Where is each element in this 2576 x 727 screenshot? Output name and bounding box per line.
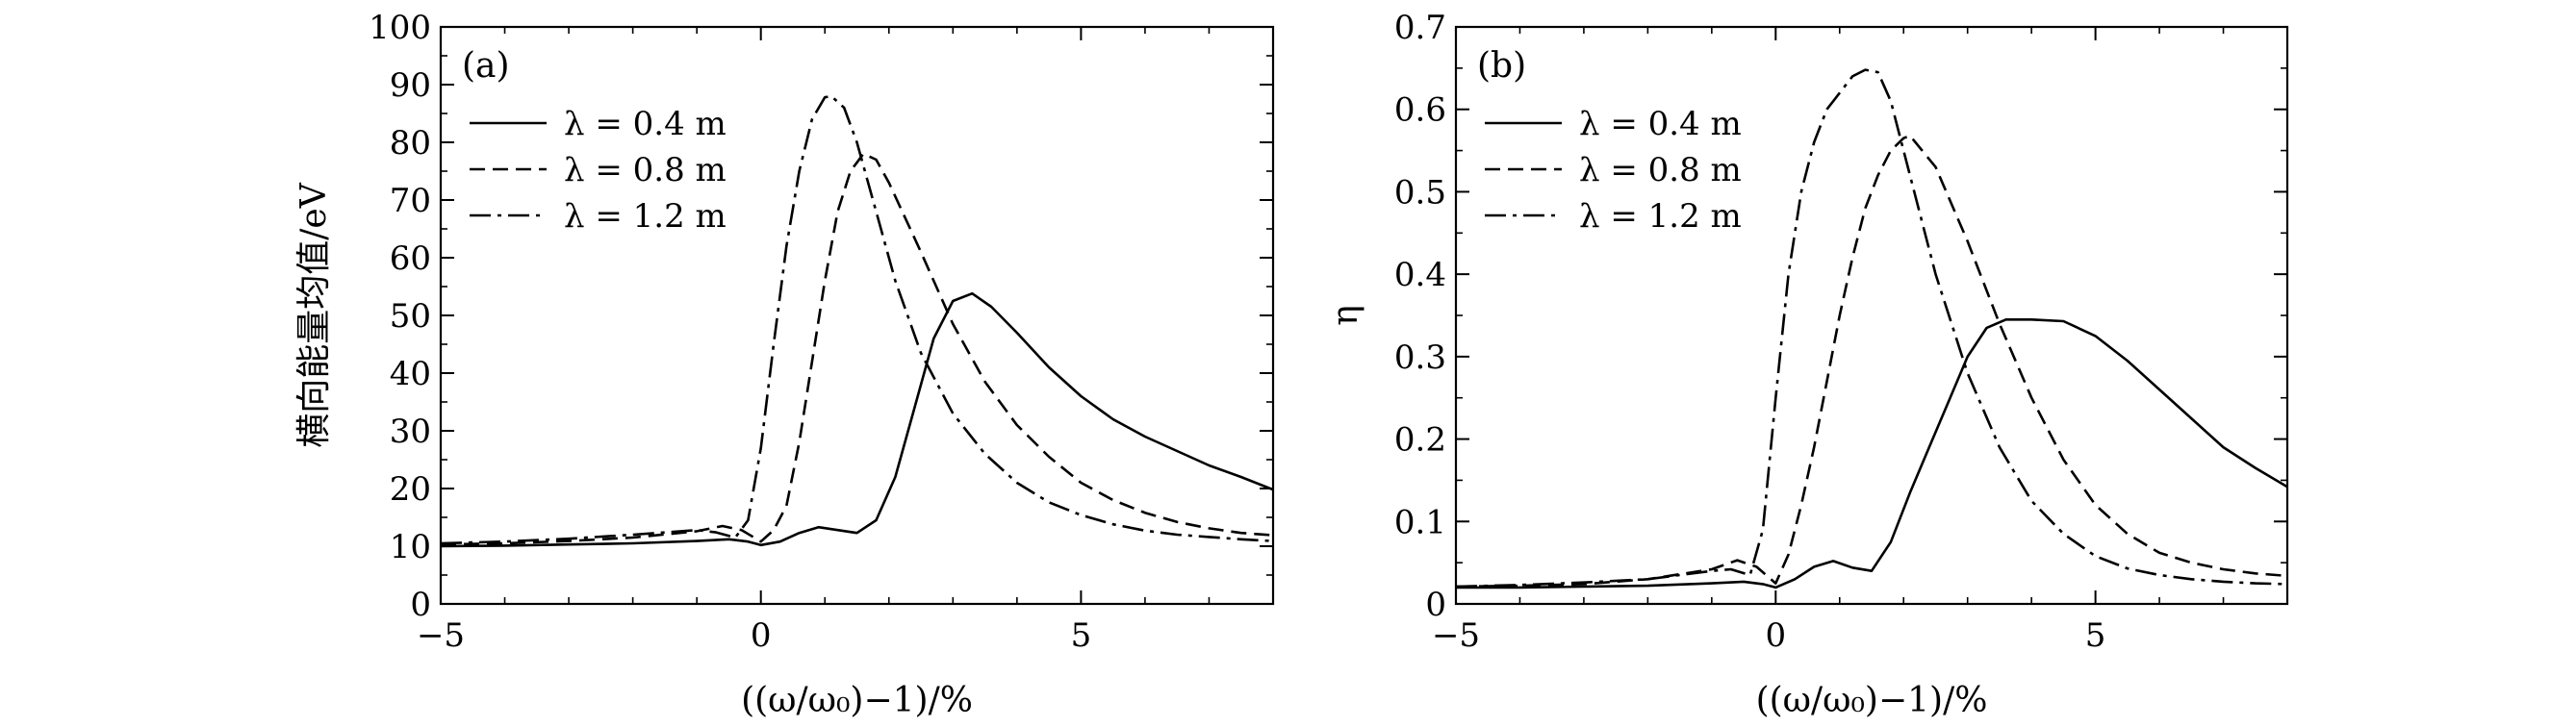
x-axis-label: ((ω/ω₀)−1)/% [741,681,973,720]
x-axis-label: ((ω/ω₀)−1)/% [1756,681,1988,720]
legend-entry-3: λ = 1.2 m [1579,197,1742,236]
y-tick-label: 40 [390,355,431,393]
y-tick-label: 100 [369,9,431,47]
series-line-1 [441,291,1273,548]
y-tick-label: 50 [390,297,431,336]
series-line-3 [441,94,1273,545]
y-tick-label: 60 [390,239,431,278]
y-tick-label: 0.7 [1394,9,1446,47]
x-tick-label: 5 [1071,616,1092,655]
y-tick-label: 0 [410,586,431,624]
panel-b: −5 0 500.10.20.30.40.50.60.7((ω/ω₀)−1)/%η(… [1326,9,2289,720]
x-tick-label: 5 [2085,616,2106,655]
legend-entry-2: λ = 0.8 m [564,151,727,189]
y-tick-label: 0.2 [1394,421,1446,460]
x-tick-label: 0 [751,616,772,655]
series-line-3 [1456,68,2287,589]
y-tick-label: 0.1 [1394,503,1446,541]
legend-entry-1: λ = 0.4 m [1579,105,1742,143]
panel-label: (b) [1477,46,1526,86]
y-tick-label: 0.5 [1394,173,1446,212]
y-tick-label: 30 [390,413,431,451]
y-tick-label: 70 [390,182,431,220]
legend-entry-3: λ = 1.2 m [564,197,727,236]
y-tick-label: 80 [390,124,431,163]
y-tick-label: 20 [390,470,431,509]
y-tick-label: 0.6 [1394,91,1446,130]
series-line-1 [1456,318,2287,589]
y-tick-label: 10 [390,528,431,566]
y-tick-label: 0.4 [1394,256,1446,294]
x-tick-label: −5 [1432,616,1480,655]
series-line-2 [1456,134,2287,589]
panel-a: −5 0 50102030405060708090100((ω/ω₀)−1)/%横向… [294,9,1275,720]
y-axis-label: 横向能量均值/eV [294,182,334,447]
legend-entry-1: λ = 0.4 m [564,105,727,143]
x-tick-label: −5 [417,616,465,655]
y-tick-label: 0.3 [1394,338,1446,377]
y-tick-label: 90 [390,66,431,105]
y-axis-label: η [1326,305,1365,326]
x-tick-label: 0 [1765,616,1786,655]
legend-entry-2: λ = 0.8 m [1579,151,1742,189]
y-tick-label: 0 [1425,586,1446,624]
series-line-2 [441,152,1273,546]
panel-label: (a) [462,46,510,86]
